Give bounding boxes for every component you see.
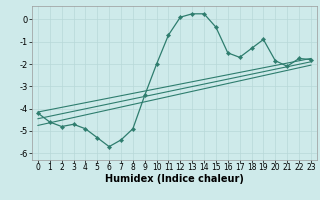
X-axis label: Humidex (Indice chaleur): Humidex (Indice chaleur): [105, 174, 244, 184]
